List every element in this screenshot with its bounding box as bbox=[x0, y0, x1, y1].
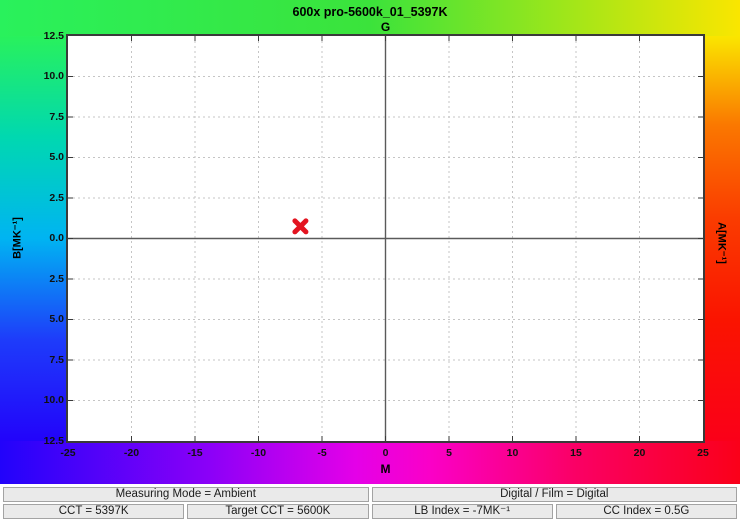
cc-index-cell: CC Index = 0.5G bbox=[555, 504, 737, 519]
plot-area bbox=[66, 34, 705, 443]
gradient-background-bottom bbox=[0, 441, 740, 484]
x-tick-label: 15 bbox=[570, 447, 582, 459]
y-tick-label: 10.0 bbox=[43, 394, 64, 406]
axis-label-green: G bbox=[380, 20, 391, 34]
y-tick-label: 12.5 bbox=[43, 434, 64, 447]
lb-index-cell: LB Index = -7MK⁻¹ bbox=[371, 504, 553, 519]
y-tick-label: 2.5 bbox=[49, 191, 64, 204]
axis-label-amber: A[MK⁻¹] bbox=[715, 222, 728, 264]
digital-film-cell: Digital / Film = Digital bbox=[371, 487, 737, 502]
status-row-1: Measuring Mode = Ambient Digital / Film … bbox=[3, 487, 737, 502]
target-cct-cell: Target CCT = 5600K bbox=[187, 504, 369, 519]
cc-lb-chart: 600x pro-5600k_01_5397K G M B[MK⁻¹] A[MK… bbox=[0, 0, 740, 484]
y-tick-label: 0.0 bbox=[49, 232, 64, 244]
y-tick-label: 5.0 bbox=[49, 313, 64, 325]
chart-title: 600x pro-5600k_01_5397K bbox=[292, 5, 448, 19]
x-tick-label: 5 bbox=[446, 447, 452, 459]
x-tick-label: 0 bbox=[382, 447, 389, 459]
y-tick-label: 5.0 bbox=[49, 151, 64, 163]
status-row-2: CCT = 5397K Target CCT = 5600K LB Index … bbox=[3, 504, 737, 519]
y-tick-label: 7.5 bbox=[49, 110, 64, 123]
x-tick-label: -20 bbox=[123, 447, 140, 459]
x-tick-label: -25 bbox=[60, 447, 76, 459]
x-tick-label: -15 bbox=[187, 447, 203, 459]
y-tick-label: 12.5 bbox=[43, 29, 64, 42]
gradient-background-top bbox=[0, 0, 740, 36]
gradient-background-right bbox=[700, 36, 740, 441]
y-tick-label: 10.0 bbox=[43, 70, 64, 82]
axis-label-blue: B[MK⁻¹] bbox=[11, 217, 24, 259]
x-tick-label: -10 bbox=[250, 447, 267, 459]
status-bars: Measuring Mode = Ambient Digital / Film … bbox=[0, 484, 740, 521]
x-tick-label: 10 bbox=[506, 447, 519, 459]
plot-canvas bbox=[68, 36, 703, 441]
measurement-marker bbox=[292, 218, 309, 235]
axis-label-magenta: M bbox=[380, 462, 391, 476]
x-tick-label: 25 bbox=[697, 447, 709, 459]
cct-cell: CCT = 5397K bbox=[3, 504, 185, 519]
gradient-background-left bbox=[0, 36, 70, 441]
measuring-mode-cell: Measuring Mode = Ambient bbox=[3, 487, 369, 502]
x-tick-label: -5 bbox=[317, 447, 327, 459]
y-tick-label: 2.5 bbox=[49, 272, 64, 285]
x-tick-label: 20 bbox=[633, 447, 646, 459]
y-tick-label: 7.5 bbox=[49, 353, 64, 366]
